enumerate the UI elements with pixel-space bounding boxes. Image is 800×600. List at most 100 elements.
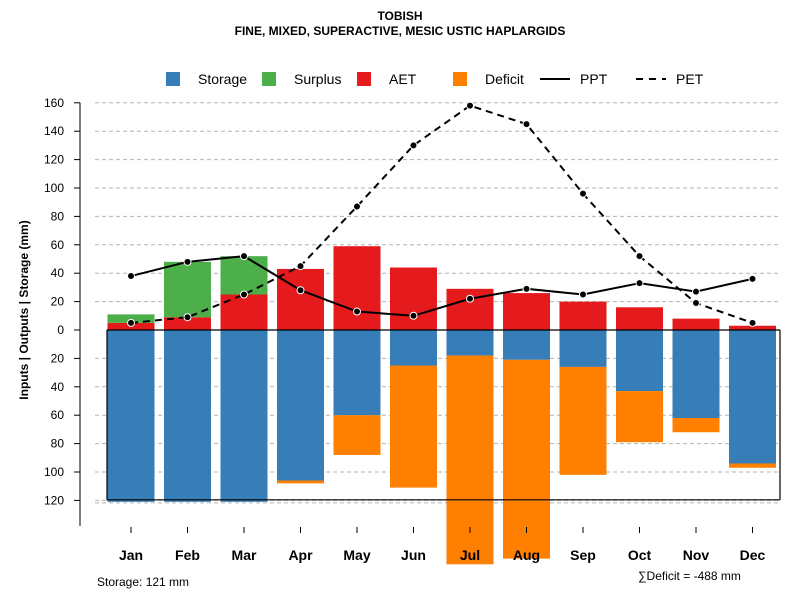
y-tick-label: 20 — [51, 295, 65, 309]
x-tick-label: May — [343, 547, 370, 563]
x-tick-label: Sep — [570, 547, 596, 563]
deficit-bar — [559, 366, 607, 475]
ppt-point — [353, 307, 361, 316]
pet-point — [692, 299, 700, 308]
ppt-point — [240, 252, 248, 261]
x-tick-label: Apr — [288, 547, 313, 563]
storage-bar — [333, 330, 381, 416]
pet-point — [353, 202, 361, 211]
y-tick-label: 100 — [44, 181, 64, 195]
aet-bar — [559, 301, 607, 330]
storage-bar — [390, 330, 437, 366]
deficit-bar — [729, 463, 776, 468]
y-tick-label: 60 — [51, 408, 65, 422]
ppt-point — [296, 286, 305, 295]
storage-bar — [729, 330, 776, 464]
x-tick-label: Jan — [119, 547, 143, 563]
pet-point — [579, 189, 587, 198]
storage-bar — [446, 330, 494, 356]
y-tick-label: 40 — [51, 380, 65, 394]
ppt-point — [409, 311, 418, 320]
pet-point — [748, 318, 757, 327]
deficit-label: ∑Deficit = -488 mm — [638, 569, 741, 583]
x-tick-label: Jun — [401, 547, 426, 563]
pet-point — [183, 313, 192, 322]
chart-subtitle: FINE, MIXED, SUPERACTIVE, MESIC USTIC HA… — [234, 24, 566, 38]
legend-label-surplus: Surplus — [294, 71, 341, 87]
x-tick-label: Aug — [513, 547, 540, 563]
aet-bar — [616, 307, 663, 330]
pet-point — [240, 290, 248, 299]
storage-bar — [559, 330, 607, 367]
ppt-point — [127, 272, 135, 281]
deficit-bar — [616, 391, 663, 443]
ppt-point — [748, 274, 757, 283]
deficit-bar — [503, 359, 550, 559]
pet-line — [130, 104, 753, 324]
pet-point — [296, 262, 305, 271]
aet-bar — [164, 317, 211, 330]
x-tick-label: Mar — [232, 547, 257, 563]
legend-label-storage: Storage — [198, 71, 247, 87]
pet-point — [522, 120, 531, 129]
storage-bar — [277, 330, 324, 481]
deficit-bar — [277, 480, 324, 484]
legend-label-deficit: Deficit — [485, 71, 524, 87]
y-tick-label: 60 — [51, 238, 65, 252]
legend-label-pet: PET — [676, 71, 704, 87]
aet-bar — [672, 318, 720, 330]
surplus-bar — [107, 314, 155, 323]
x-tick-label: Dec — [740, 547, 766, 563]
ppt-point — [635, 279, 644, 288]
y-tick-label: 40 — [51, 266, 65, 280]
legend-swatch-surplus — [262, 72, 276, 86]
y-tick-label: 80 — [51, 437, 65, 451]
pet-point — [127, 318, 135, 327]
pet-point — [409, 141, 418, 150]
x-tick-label: Oct — [628, 547, 652, 563]
ppt-point — [466, 294, 474, 303]
y-tick-label: 160 — [44, 96, 64, 110]
x-tick-label: Nov — [683, 547, 710, 563]
chart-title: TOBISH — [377, 9, 423, 23]
aet-bar — [390, 267, 437, 330]
y-tick-label: 140 — [44, 124, 64, 138]
legend-swatch-storage — [166, 72, 180, 86]
deficit-bar — [672, 418, 720, 433]
y-tick-label: 100 — [44, 465, 64, 479]
ppt-line — [130, 255, 753, 317]
storage-bar — [164, 330, 211, 502]
pet-point — [635, 252, 644, 261]
y-axis-label: Inputs | Outputs | Storage (mm) — [17, 220, 31, 399]
y-tick-label: 120 — [44, 153, 64, 167]
deficit-bar — [333, 415, 381, 455]
x-tick-label: Feb — [175, 547, 200, 563]
y-tick-label: 80 — [51, 209, 65, 223]
storage-bar — [503, 330, 550, 360]
storage-bar — [220, 330, 268, 502]
storage-bar — [616, 330, 663, 392]
ppt-point — [183, 257, 192, 266]
pet-point — [466, 101, 474, 110]
aet-bar — [277, 268, 324, 330]
legend-label-ppt: PPT — [580, 71, 608, 87]
legend-label-aet: AET — [389, 71, 417, 87]
aet-bar — [220, 294, 268, 330]
aet-bar — [503, 293, 550, 330]
ppt-point — [522, 284, 531, 293]
aet-bar — [729, 325, 776, 330]
surplus-bar — [220, 256, 268, 295]
storage-label: Storage: 121 mm — [97, 575, 190, 589]
y-tick-label: 20 — [51, 351, 65, 365]
storage-bar — [107, 330, 155, 502]
ppt-point — [579, 290, 587, 299]
storage-bar — [672, 330, 720, 419]
surplus-bar — [164, 261, 211, 318]
aet-bar — [333, 246, 381, 330]
legend-swatch-aet — [357, 72, 371, 86]
deficit-bar — [390, 365, 437, 488]
y-tick-label: 120 — [44, 493, 64, 507]
y-tick-label: 0 — [57, 323, 64, 337]
legend-swatch-deficit — [453, 72, 467, 86]
